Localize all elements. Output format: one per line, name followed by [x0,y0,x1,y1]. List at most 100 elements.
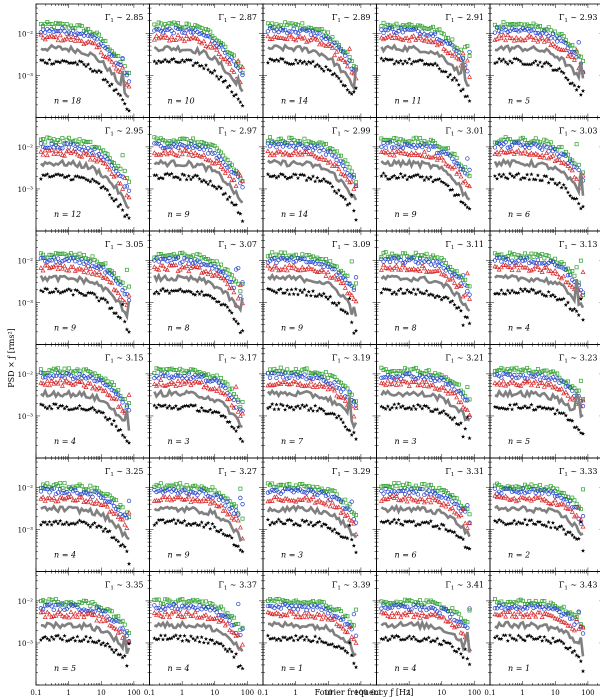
data-point [297,33,303,39]
data-point [349,283,354,289]
data-point [176,139,180,144]
data-point [308,60,313,65]
data-point [203,179,209,184]
data-point [212,263,217,269]
data-point [321,41,327,47]
data-point [498,35,504,41]
data-point [446,35,450,40]
data-point [274,252,279,257]
data-point [452,302,457,307]
data-point [197,291,202,296]
data-point [537,289,543,294]
data-point [563,186,568,191]
data-point [563,75,568,80]
data-point [314,154,320,160]
data-point [197,264,203,270]
data-point [160,176,166,181]
data-point [306,139,311,144]
data-point [171,256,176,261]
data-point [156,141,161,147]
panel-plot-area [38,20,132,113]
data-point [494,36,500,41]
data-point [432,38,438,44]
data-point [173,288,178,293]
data-point [177,266,183,272]
data-point [178,137,183,141]
series-line [40,158,130,210]
data-point [343,83,348,88]
data-point [317,27,322,32]
data-point [171,375,176,380]
data-point [49,141,54,146]
panel-gamma-label: Γ1 ∼ 3.03 [559,127,598,138]
data-point [524,26,530,32]
data-point [539,152,545,158]
data-point [77,59,82,64]
data-point [282,370,288,376]
data-point [576,53,581,58]
data-point [222,170,228,175]
data-point [173,373,179,378]
data-point [190,375,196,380]
data-point [156,381,162,387]
data-point [116,61,121,67]
data-point [499,137,504,142]
data-point [338,79,344,84]
data-point [190,263,196,269]
data-point [302,372,307,377]
data-point [456,192,461,197]
data-point [283,20,288,25]
data-point [284,36,290,42]
data-point [229,273,234,278]
data-point [306,370,311,375]
panel: Γ1 ∼ 2.95n = 12 [35,117,150,232]
data-point [308,151,314,156]
data-point [574,309,579,314]
data-point [347,45,353,51]
data-point [47,382,52,388]
data-point [42,147,48,153]
data-point [381,250,386,255]
data-point [114,311,119,316]
data-point [402,58,408,63]
data-point [494,140,500,146]
data-point [53,262,59,268]
data-point [505,61,510,66]
data-point [278,56,283,61]
data-point [186,57,191,62]
data-point [186,268,192,274]
data-point [339,268,343,273]
data-point [383,265,389,270]
data-point [186,144,191,150]
data-point [302,136,307,141]
data-point [424,35,430,41]
data-point [293,286,298,292]
data-point [432,31,438,36]
data-point [334,190,339,196]
data-point [572,164,577,170]
data-point [96,32,101,37]
data-point [291,61,296,66]
data-point [199,140,204,144]
data-point [351,296,357,302]
data-point [210,70,215,75]
data-point [199,379,205,385]
data-point [274,375,279,381]
data-point [238,211,243,216]
data-point [203,33,209,39]
data-point [272,142,277,147]
data-point [109,387,114,393]
data-point [467,183,473,189]
data-point [197,409,202,414]
data-point [86,33,91,38]
data-point [107,392,113,398]
data-point [347,55,352,60]
data-point [531,60,536,65]
data-point [227,396,233,401]
data-point [501,149,506,155]
data-point [92,40,98,46]
data-point [387,287,393,293]
data-point [340,50,346,55]
data-point [225,49,230,54]
data-point [68,37,74,42]
